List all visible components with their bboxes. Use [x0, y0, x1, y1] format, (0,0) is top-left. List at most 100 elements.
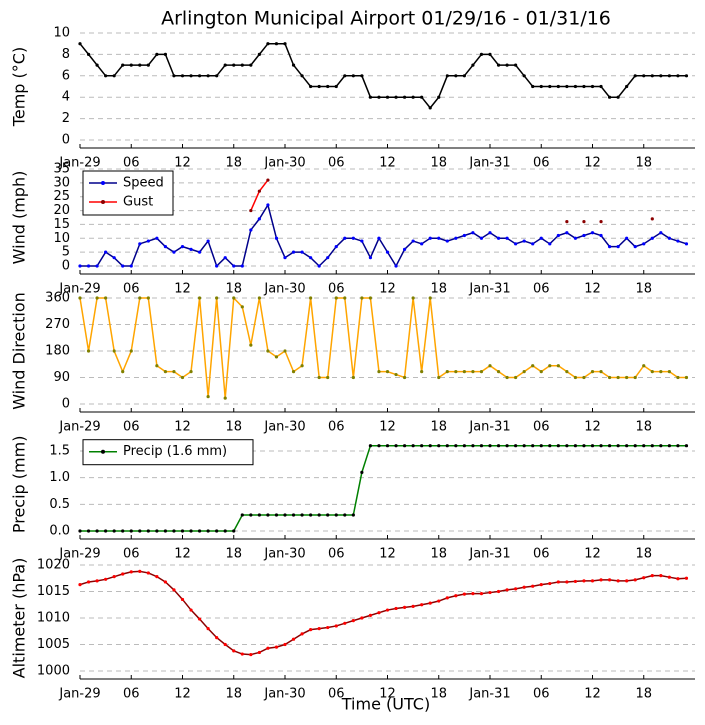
data-point	[95, 296, 99, 300]
data-point	[454, 594, 458, 598]
data-point	[573, 84, 578, 89]
legend-marker	[101, 181, 105, 185]
data-point	[616, 579, 620, 583]
data-point	[565, 84, 569, 89]
data-point	[249, 208, 253, 213]
data-point	[78, 529, 82, 533]
data-point	[556, 580, 560, 584]
data-point	[599, 444, 603, 448]
x-tick-label: 12	[174, 547, 191, 562]
data-point	[488, 590, 492, 595]
data-point	[155, 529, 159, 533]
y-tick-label: 1020	[37, 558, 70, 573]
x-tick-label: Jan-30	[263, 282, 305, 297]
data-point	[274, 645, 279, 649]
data-point	[607, 245, 612, 249]
data-point	[445, 74, 449, 78]
legend-marker	[101, 449, 105, 454]
data-point	[522, 370, 526, 374]
data-point	[215, 529, 219, 533]
data-point	[667, 575, 671, 579]
data-point	[522, 444, 526, 448]
data-point	[633, 245, 637, 249]
data-point	[565, 370, 569, 374]
data-point	[112, 256, 116, 260]
data-point	[402, 605, 407, 610]
y-tick-label: 10	[53, 231, 70, 246]
data-point	[556, 364, 560, 368]
x-tick-label: 12	[584, 687, 601, 702]
data-point	[215, 74, 219, 78]
data-point	[514, 242, 518, 246]
x-tick-label: Jan-30	[263, 420, 305, 435]
data-point	[471, 592, 475, 596]
data-point	[642, 444, 646, 448]
data-point	[266, 513, 270, 517]
data-point	[129, 63, 133, 67]
data-point	[522, 239, 526, 243]
data-point	[454, 236, 458, 240]
data-point	[155, 364, 159, 368]
y-tick-label: 1000	[37, 664, 70, 679]
data-point	[385, 250, 390, 254]
y-tick-label: 4	[62, 90, 70, 105]
data-point	[266, 349, 270, 353]
data-point	[607, 375, 612, 380]
data-point	[197, 74, 202, 78]
data-point	[428, 444, 432, 448]
data-point	[283, 349, 287, 353]
data-point	[343, 513, 347, 517]
y-axis-label: Wind Direction	[10, 292, 29, 410]
y-tick-label: 1005	[37, 637, 70, 652]
data-point	[556, 444, 560, 448]
data-point	[522, 74, 526, 78]
x-tick-label: 18	[430, 547, 447, 562]
data-point	[565, 444, 569, 448]
data-point	[582, 220, 586, 224]
data-point	[599, 370, 603, 374]
data-point	[590, 84, 595, 89]
data-point	[291, 63, 296, 67]
data-point	[155, 236, 159, 240]
data-point	[300, 250, 304, 254]
x-tick-label: 12	[379, 156, 396, 171]
data-point	[368, 95, 373, 99]
data-point	[625, 236, 629, 240]
data-point	[146, 571, 150, 575]
data-point	[616, 375, 620, 380]
x-tick-label: 06	[533, 282, 550, 297]
data-point	[514, 587, 518, 591]
data-point	[283, 513, 287, 517]
data-point	[590, 444, 595, 448]
x-tick-label: 18	[430, 420, 447, 435]
data-point	[650, 574, 654, 578]
x-tick-label: 06	[328, 687, 345, 702]
data-point	[326, 375, 330, 380]
data-point	[454, 444, 458, 448]
data-point	[257, 296, 261, 300]
data-point	[206, 529, 210, 533]
data-point	[539, 236, 543, 240]
x-tick-label: 18	[225, 420, 242, 435]
data-point	[488, 444, 492, 448]
data-point	[633, 444, 637, 448]
data-point	[138, 63, 142, 67]
data-point	[351, 375, 355, 380]
data-point	[163, 245, 168, 249]
data-point	[650, 444, 654, 448]
data-point	[428, 601, 432, 605]
y-axis-label: Precip (mm)	[10, 436, 29, 534]
data-point	[488, 364, 492, 368]
data-point	[411, 604, 415, 608]
x-tick-label: 18	[430, 156, 447, 171]
data-point	[411, 95, 415, 99]
data-point	[257, 52, 261, 57]
x-tick-label: Jan-30	[263, 156, 305, 171]
data-point	[368, 296, 373, 300]
data-point	[411, 296, 415, 300]
data-point	[531, 84, 535, 89]
data-point	[582, 444, 586, 448]
data-point	[86, 580, 91, 584]
data-point	[360, 296, 364, 300]
